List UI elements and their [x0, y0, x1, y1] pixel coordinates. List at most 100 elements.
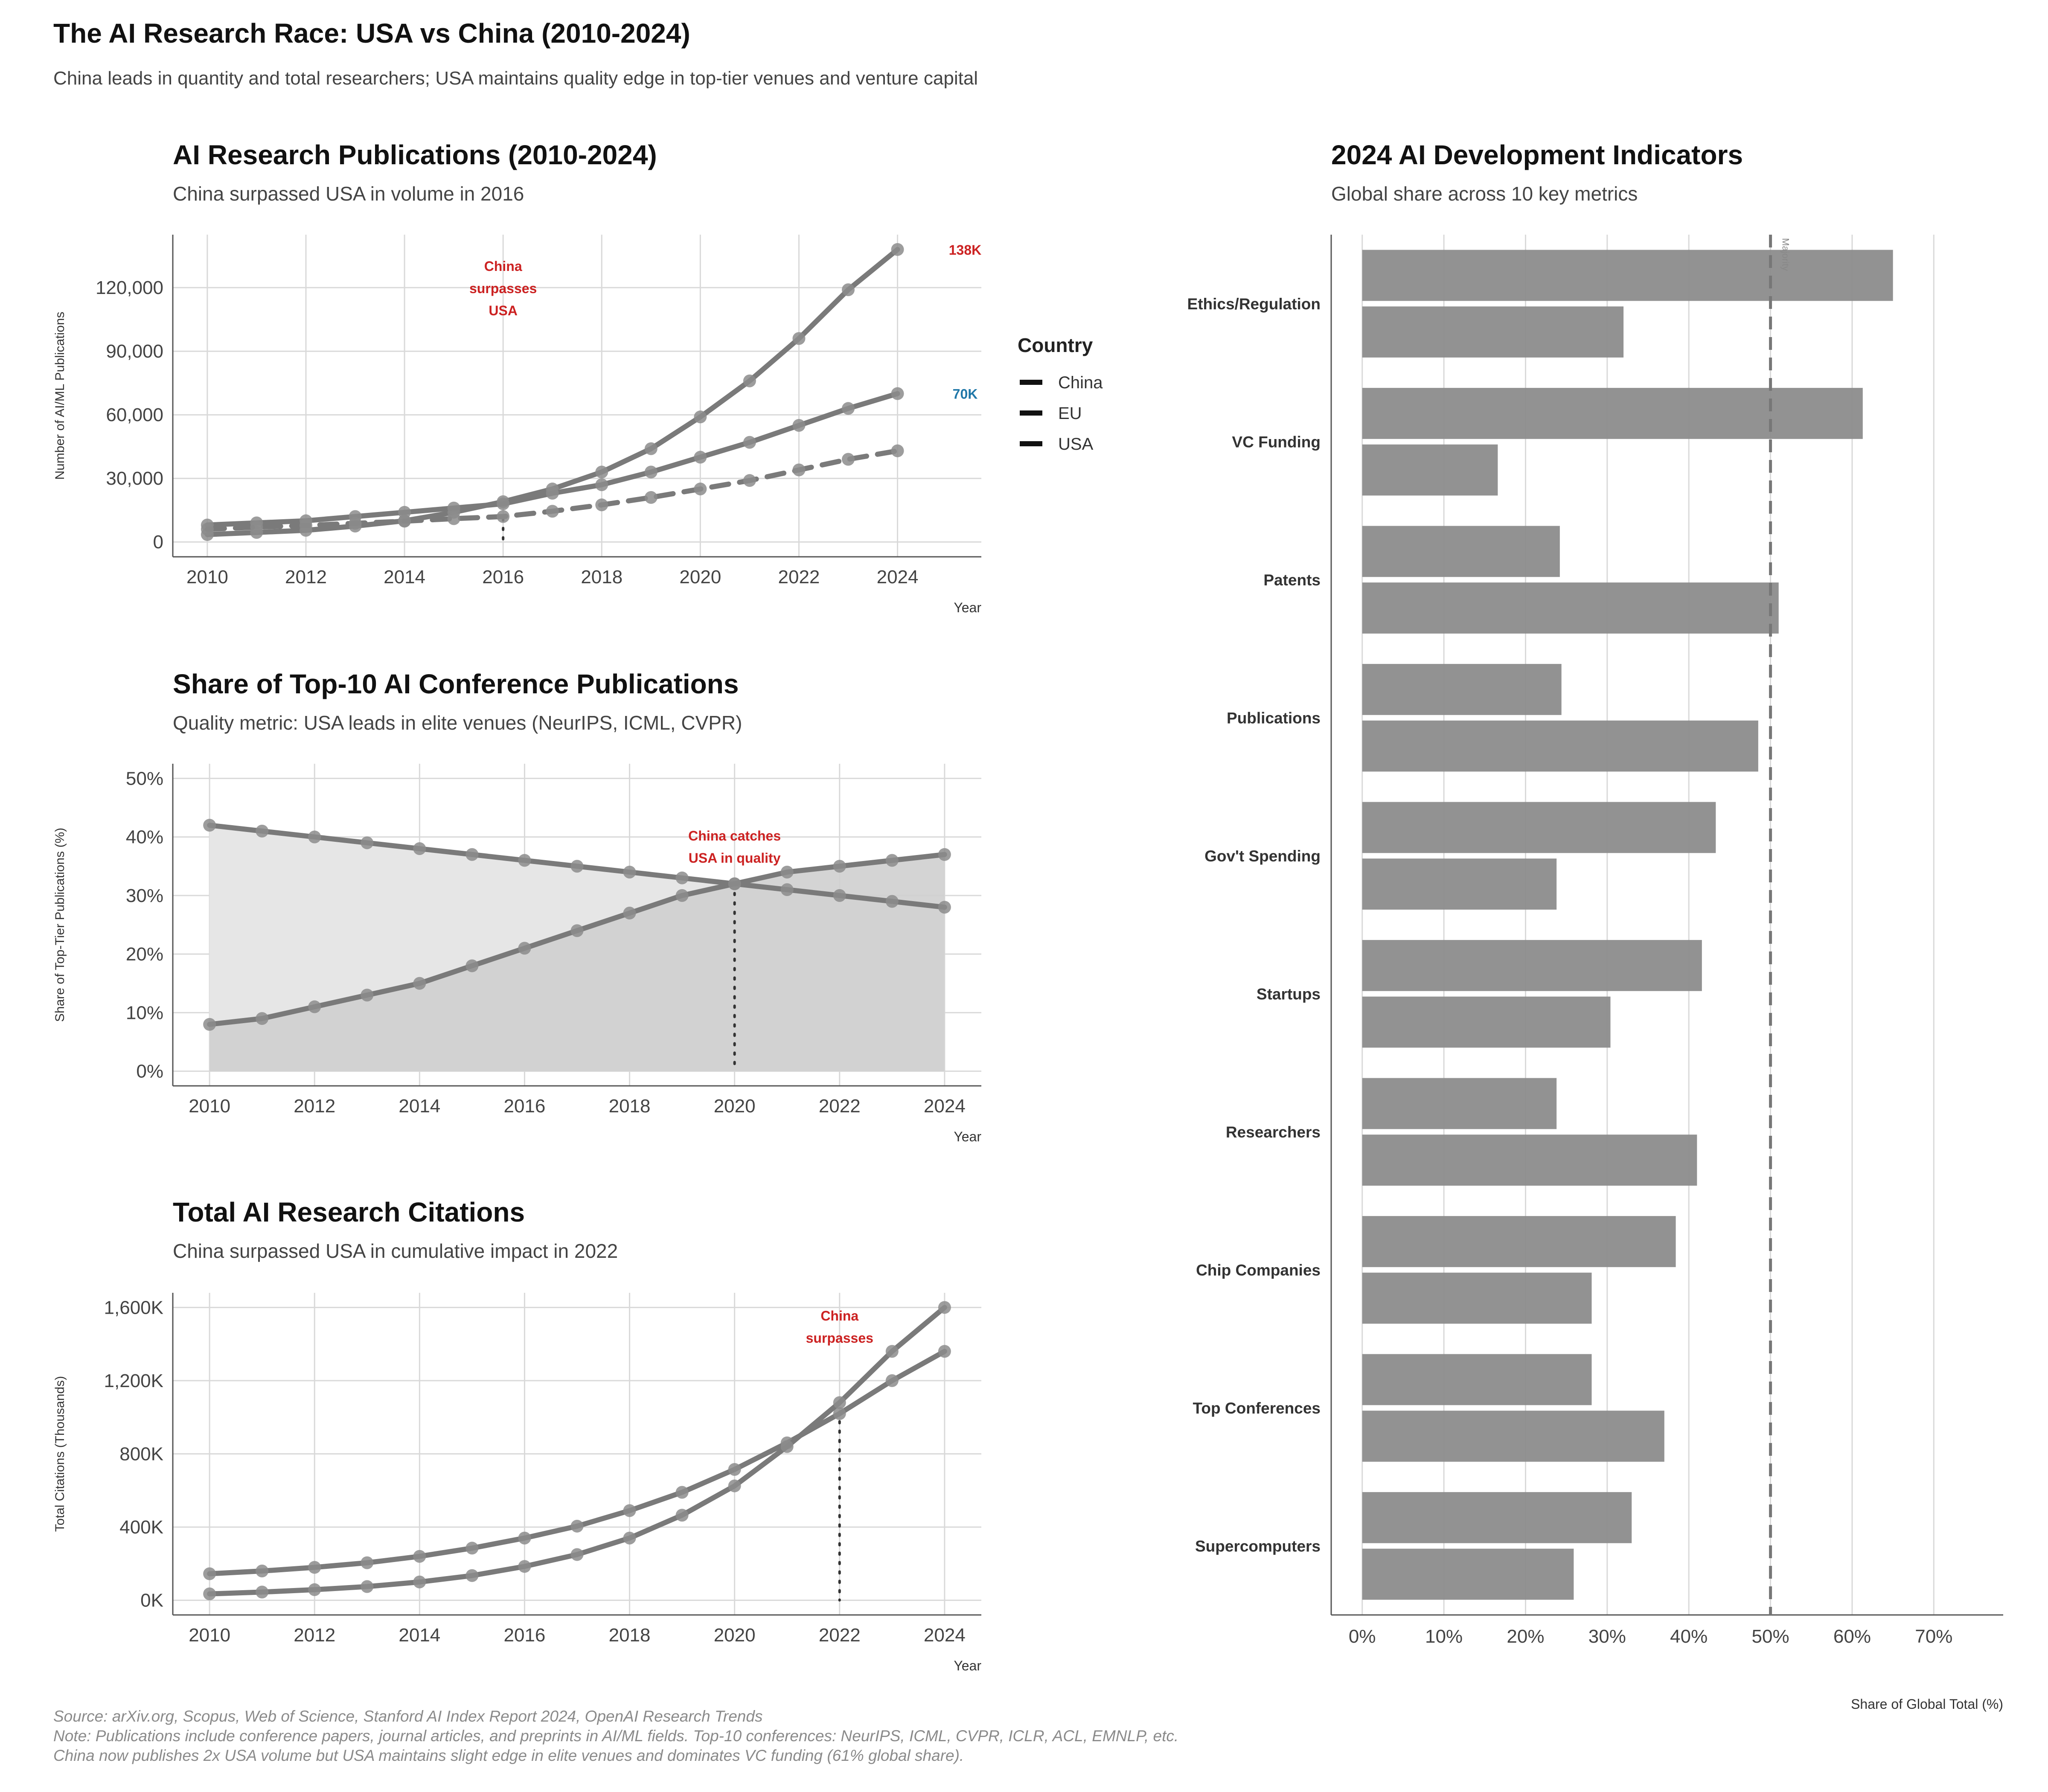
chart-2-point-usa: [675, 1486, 689, 1499]
chart-1-point-china: [203, 1018, 216, 1031]
chart-1-x-tick-label: 2020: [714, 1096, 756, 1117]
chart-3-bar-lower: [1362, 996, 1611, 1048]
chart-2-y-tick-label: 0K: [140, 1590, 163, 1611]
chart-3-bar-upper: [1362, 1078, 1557, 1129]
chart-3-x-tick-label: 30%: [1588, 1626, 1626, 1647]
chart-1-x-axis-title: Year: [954, 1129, 981, 1144]
chart-2-x-tick-label: 2016: [504, 1625, 546, 1646]
chart-0-point-usa: [349, 517, 362, 530]
chart-1-point-usa: [780, 883, 794, 896]
chart-0-point-usa: [497, 510, 510, 523]
chart-1-x-tick-label: 2018: [609, 1096, 651, 1117]
chart-0-point-eu: [595, 478, 608, 492]
chart-0-y-axis-title: Number of AI/ML Publications: [53, 311, 67, 480]
chart-0-y-tick-label: 30,000: [106, 468, 163, 489]
chart-2-annotation-text: surpasses: [806, 1330, 873, 1346]
chart-3-category-label: Patents: [1263, 571, 1321, 589]
chart-0-annotation-text: China: [484, 259, 522, 274]
chart-0-point-china: [743, 374, 756, 387]
chart-1-point-china: [780, 865, 794, 879]
chart-2-x-tick-label: 2014: [399, 1625, 440, 1646]
chart-2-point-usa: [361, 1556, 374, 1569]
chart-1-point-china: [308, 1000, 321, 1013]
chart-3-category-label: Supercomputers: [1195, 1537, 1321, 1555]
chart-2-point-usa: [518, 1531, 531, 1545]
chart-0-point-usa: [398, 515, 411, 528]
legend-label-usa: USA: [1058, 435, 1094, 454]
chart-2-x-tick-label: 2018: [609, 1625, 651, 1646]
chart-0-point-usa: [201, 523, 214, 536]
figure-subtitle: China leads in quantity and total resear…: [53, 68, 978, 89]
chart-1-point-usa: [885, 895, 899, 908]
chart-2-point-china: [833, 1396, 846, 1409]
chart-1-y-tick-label: 10%: [126, 1002, 163, 1023]
chart-2-point-usa: [885, 1374, 899, 1387]
chart-1-point-china: [361, 989, 374, 1002]
chart-2-y-tick-label: 400K: [119, 1517, 163, 1538]
chart-2-x-tick-label: 2024: [924, 1625, 966, 1646]
chart-2-series-line-usa: [207, 1349, 947, 1577]
chart-0-point-eu: [447, 501, 460, 515]
chart-1-x-tick-label: 2022: [819, 1096, 861, 1117]
chart-0-point-usa: [743, 474, 756, 487]
chart-3-bar-upper: [1362, 250, 1893, 301]
chart-1-point-usa: [413, 842, 426, 855]
legend-label-eu: EU: [1058, 404, 1082, 423]
chart-1-point-china: [518, 942, 531, 955]
chart-3-category-label: Startups: [1257, 985, 1321, 1003]
chart-0-point-eu: [644, 465, 657, 479]
chart-3-bar-upper: [1362, 940, 1702, 991]
chart-2-point-usa: [623, 1504, 636, 1517]
chart-1-subtitle: Quality metric: USA leads in elite venue…: [173, 712, 742, 734]
chart-0-point-eu: [743, 436, 756, 449]
chart-3-subtitle: Global share across 10 key metrics: [1331, 183, 1638, 205]
chart-1-x-tick-label: 2010: [189, 1096, 230, 1117]
chart-1-point-china: [728, 877, 741, 890]
chart-2-point-china: [728, 1479, 741, 1492]
chart-1-x-tick-label: 2014: [399, 1096, 440, 1117]
chart-0-x-tick-label: 2022: [778, 567, 820, 588]
chart-2-title: Total AI Research Citations: [173, 1197, 525, 1228]
chart-0-annotation-text: surpasses: [469, 281, 537, 296]
chart-2-point-usa: [203, 1567, 216, 1580]
chart-0-point-china: [694, 410, 707, 424]
chart-0-point-china: [792, 332, 806, 345]
chart-0-y-tick-label: 120,000: [96, 277, 163, 298]
chart-3-bar-lower: [1362, 1548, 1574, 1600]
chart-3-bar-lower: [1362, 1135, 1697, 1186]
chart-3-bar-lower: [1362, 858, 1557, 910]
chart-2-y-tick-label: 1,200K: [104, 1370, 163, 1391]
chart-2-point-china: [623, 1531, 636, 1545]
chart-3-bar-upper: [1362, 1492, 1632, 1543]
chart-2-x-tick-label: 2012: [294, 1625, 335, 1646]
chart-2-x-tick-label: 2022: [819, 1625, 861, 1646]
chart-2-point-china: [675, 1509, 689, 1522]
chart-2-point-usa: [256, 1565, 269, 1578]
chart-1-point-usa: [675, 871, 689, 884]
chart-3-title: 2024 AI Development Indicators: [1331, 140, 1743, 170]
chart-0-point-eu: [792, 419, 806, 432]
chart-3-bar-upper: [1362, 1216, 1676, 1267]
chart-3-x-tick-label: 0%: [1349, 1626, 1376, 1647]
chart-2-point-china: [413, 1575, 426, 1588]
chart-2-point-china: [885, 1345, 899, 1358]
chart-3-bar-upper: [1362, 526, 1560, 577]
chart-1-point-china: [885, 854, 899, 867]
chart-3-x-tick-label: 20%: [1507, 1626, 1544, 1647]
chart-3-bar-upper: [1362, 802, 1716, 853]
chart-3-x-tick-label: 60%: [1833, 1626, 1871, 1647]
chart-1-point-usa: [938, 901, 951, 914]
footer-note-2: China now publishes 2x USA volume but US…: [53, 1747, 964, 1764]
chart-0-x-tick-label: 2016: [482, 567, 524, 588]
chart-2-point-china: [361, 1580, 374, 1593]
chart-1-annotation-text: China catches: [688, 828, 781, 844]
chart-0-point-usa: [842, 453, 855, 466]
chart-3-bar-lower: [1362, 1411, 1664, 1462]
chart-2-point-china: [465, 1569, 479, 1582]
chart-1-x-tick-label: 2012: [294, 1096, 335, 1117]
chart-0-x-tick-label: 2010: [186, 567, 228, 588]
chart-0-x-tick-label: 2012: [285, 567, 327, 588]
chart-0-point-eu: [398, 506, 411, 519]
chart-2-point-china: [203, 1587, 216, 1600]
chart-3-bar-upper: [1362, 1354, 1592, 1405]
